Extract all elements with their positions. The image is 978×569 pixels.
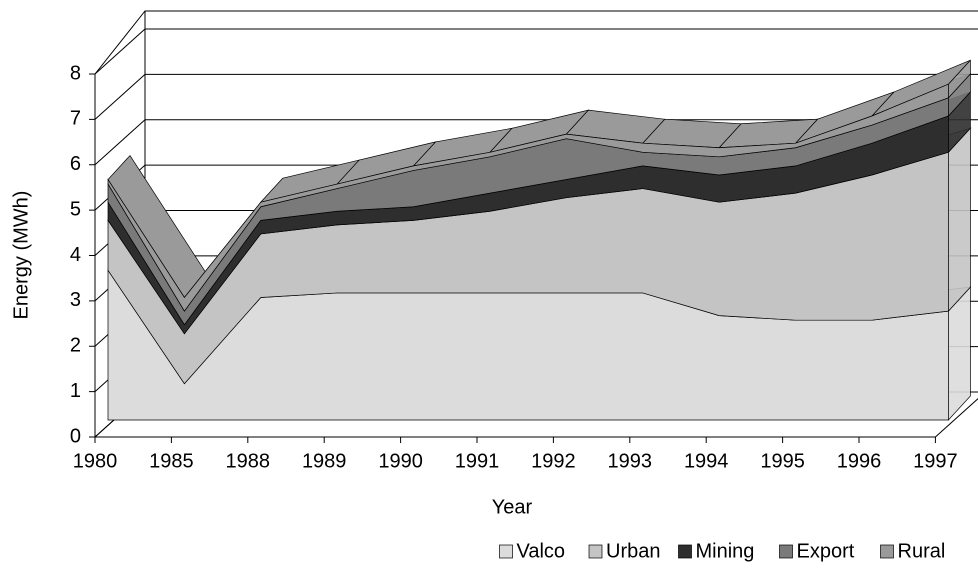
x-tick-label: 1992 xyxy=(531,450,576,472)
x-axis-label: Year xyxy=(492,496,533,518)
y-tick-label: 1 xyxy=(70,380,81,402)
y-tick-label: 0 xyxy=(70,425,81,447)
legend-label: Urban xyxy=(606,540,660,562)
x-tick-label: 1985 xyxy=(149,450,194,472)
x-tick-label: 1994 xyxy=(684,450,729,472)
area-end xyxy=(948,127,971,312)
y-tick-label: 8 xyxy=(70,62,81,84)
legend-swatch xyxy=(678,544,692,559)
x-tick-label: 1988 xyxy=(226,450,271,472)
x-tick-label: 1995 xyxy=(760,450,805,472)
side-grid xyxy=(94,74,146,120)
y-tick-label: 5 xyxy=(70,198,81,220)
area-end xyxy=(948,59,971,99)
x-tick-label: 1980 xyxy=(73,450,118,472)
legend-swatch xyxy=(588,544,603,559)
y-tick-label: 6 xyxy=(70,153,81,175)
side-grid xyxy=(94,28,146,75)
side-grid xyxy=(94,119,146,166)
x-tick-label: 1990 xyxy=(378,450,423,472)
legend-swatch xyxy=(880,544,894,559)
y-tick-label: 2 xyxy=(70,335,81,357)
x-tick-label: 1991 xyxy=(455,450,500,472)
x-tick-label: 1997 xyxy=(913,450,958,472)
legend-label: Mining xyxy=(696,540,755,562)
legend-label: Valco xyxy=(517,540,566,562)
y-tick-label: 4 xyxy=(70,244,81,266)
x-tick-label: 1989 xyxy=(302,450,347,472)
side-wall-edge xyxy=(94,10,146,75)
legend-swatch xyxy=(499,544,513,559)
x-tick-label: 1993 xyxy=(608,450,653,472)
y-tick-label: 3 xyxy=(70,289,81,311)
legend-swatch xyxy=(779,544,793,559)
y-axis-label: Energy (MWh) xyxy=(10,191,32,320)
legend-label: Export xyxy=(797,540,855,562)
x-tick-label: 1996 xyxy=(837,450,882,472)
y-tick-label: 7 xyxy=(70,108,81,130)
legend-label: Rural xyxy=(898,540,946,562)
